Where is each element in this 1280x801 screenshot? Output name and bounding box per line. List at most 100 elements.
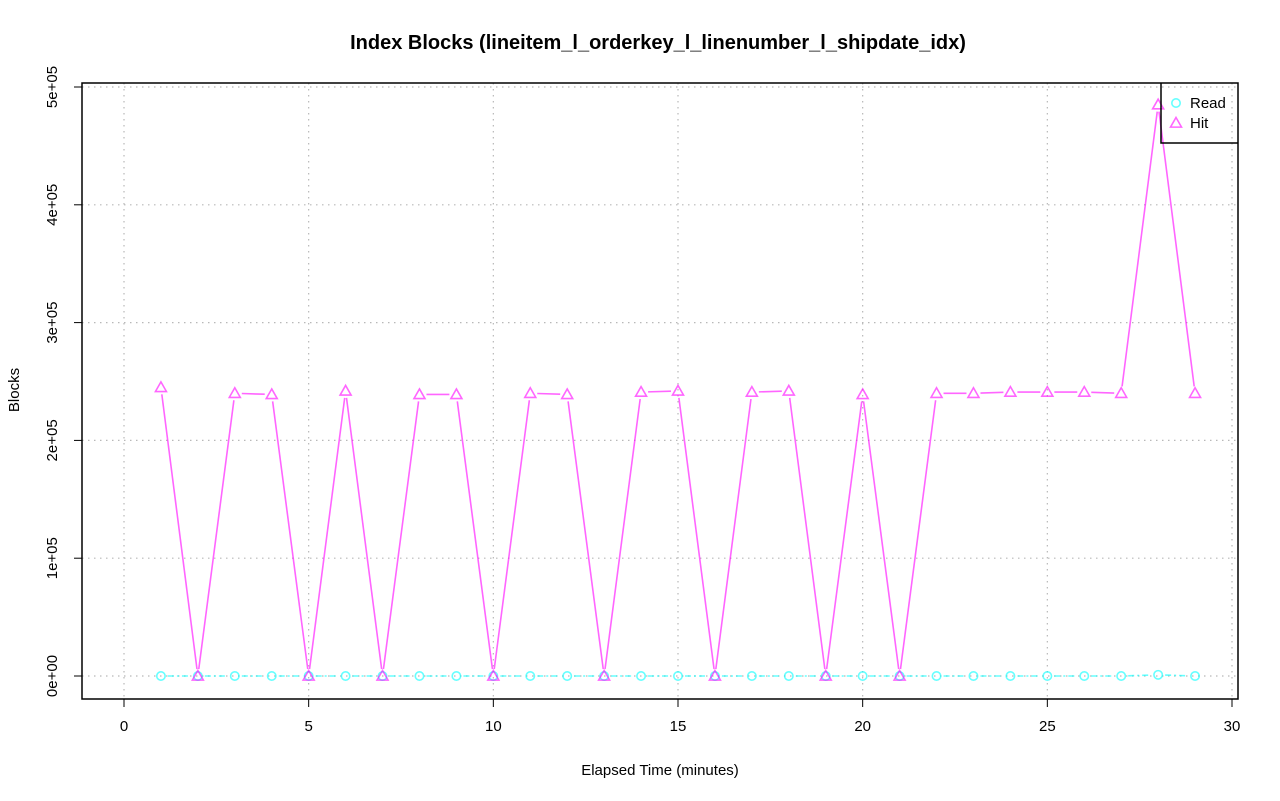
read-point (340, 670, 351, 681)
hit-point (412, 387, 427, 400)
legend-read-label: Read (1190, 95, 1226, 112)
hit-point (375, 668, 390, 681)
x-tick-label: 30 (1224, 718, 1241, 735)
hit-point (671, 383, 685, 396)
hit-segment (715, 398, 752, 670)
hit-point (744, 384, 759, 398)
hit-segment (825, 401, 863, 670)
hit-point (264, 387, 279, 400)
hit-point (227, 386, 242, 399)
hit-point (1188, 386, 1202, 399)
x-tick-label: 15 (670, 718, 687, 735)
hit-segment (1091, 391, 1115, 394)
hit-segment (567, 401, 605, 670)
hit-point (1077, 384, 1092, 398)
read-point (857, 670, 868, 681)
read-point (562, 670, 573, 681)
hit-point (560, 387, 575, 400)
read-point (525, 670, 536, 681)
hit-point (1114, 386, 1129, 399)
hit-segment (161, 394, 198, 670)
hit-segment (604, 398, 641, 670)
read-segment (1165, 674, 1189, 677)
y-tick-label: 2e+05 (44, 419, 61, 461)
x-tick-label: 5 (304, 718, 312, 735)
legend-hit-symbol (1169, 115, 1183, 128)
y-axis: 0e+00 1e+05 2e+05 3e+05 4e+05 5e+05 (44, 66, 82, 697)
y-tick-label: 4e+05 (44, 184, 61, 226)
hit-point (855, 387, 870, 400)
x-tick-label: 0 (120, 718, 128, 735)
hit-segment (493, 400, 531, 670)
read-point (783, 670, 794, 681)
y-tick-label: 0e+00 (44, 655, 61, 697)
read-point (636, 670, 647, 681)
read-point (266, 670, 277, 681)
hit-point (1151, 97, 1166, 110)
read-point (746, 670, 757, 681)
read-point (672, 670, 683, 681)
legend-hit-label: Hit (1190, 115, 1209, 132)
hit-point (1003, 384, 1018, 398)
hit-segment (308, 397, 346, 670)
read-segment (1128, 674, 1152, 677)
hit-point (523, 386, 538, 399)
y-tick-label: 5e+05 (44, 66, 61, 108)
plot-frame (81, 82, 1239, 700)
hit-segment (1158, 111, 1195, 387)
read-point (155, 670, 166, 681)
hit-segment (980, 391, 1004, 394)
hit-segment (788, 397, 826, 670)
x-axis-label: Elapsed Time (minutes) (581, 762, 739, 779)
y-tick-label: 1e+05 (44, 537, 61, 579)
series-lines (161, 111, 1195, 677)
hit-segment (382, 401, 420, 670)
hit-point (708, 668, 722, 681)
hit-point (154, 380, 168, 393)
hit-point (818, 668, 833, 681)
x-axis: 0 5 10 15 20 25 30 (120, 699, 1241, 735)
read-point (1116, 670, 1127, 681)
read-point (1042, 670, 1053, 681)
legend-box (1160, 83, 1238, 144)
hit-point (781, 383, 796, 396)
hit-segment (345, 397, 383, 670)
hit-segment (1121, 111, 1159, 387)
hit-point (486, 668, 501, 681)
hit-segment (271, 401, 309, 670)
read-point (1079, 670, 1090, 681)
read-point (414, 670, 425, 681)
read-point (229, 670, 240, 681)
read-point (451, 670, 462, 681)
legend: Read Hit (1160, 83, 1238, 144)
hit-segment (758, 390, 782, 393)
hit-segment (899, 400, 937, 670)
hit-segment (648, 390, 672, 393)
read-point (968, 670, 979, 681)
hit-point (892, 668, 907, 681)
hit-segment (862, 401, 900, 670)
y-axis-label: Blocks (6, 368, 23, 412)
hit-segment (241, 392, 265, 396)
hit-segment (678, 397, 715, 670)
legend-read-symbol (1171, 98, 1182, 109)
x-tick-label: 25 (1039, 718, 1056, 735)
hit-point (301, 668, 316, 681)
x-tick-label: 10 (485, 718, 502, 735)
hit-point (1040, 384, 1055, 398)
grid (82, 83, 1238, 699)
read-point (1005, 670, 1016, 681)
y-tick-label: 3e+05 (44, 302, 61, 344)
chart-title: Index Blocks (lineitem_l_orderkey_l_line… (350, 32, 966, 54)
hit-segment (537, 392, 561, 396)
read-point (1153, 669, 1164, 680)
read-point (1190, 670, 1201, 681)
hit-point (929, 386, 944, 399)
hit-point (597, 668, 612, 681)
hit-segment (197, 400, 235, 670)
hit-point (338, 383, 353, 396)
read-point (931, 670, 942, 681)
hit-point (190, 668, 205, 681)
hit-point (449, 387, 464, 400)
